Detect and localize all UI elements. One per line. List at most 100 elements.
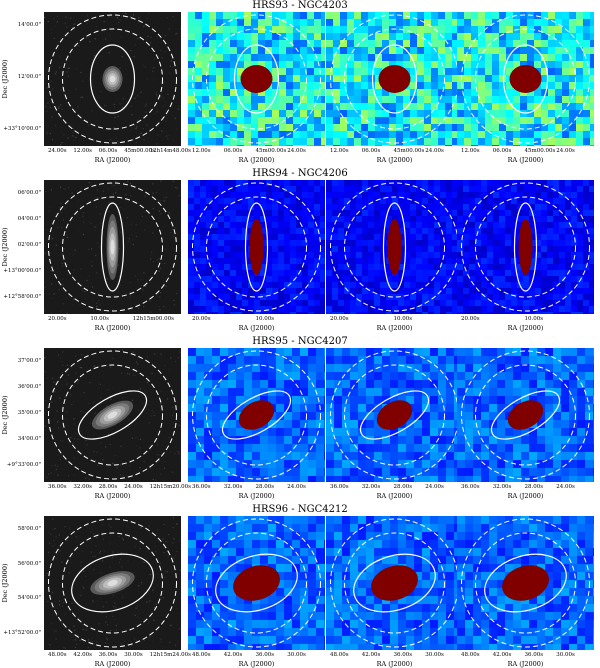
map-panel-3 (457, 516, 594, 650)
x-tick-label: 24.00s (556, 484, 575, 490)
x-tick-label: 10.00s (525, 316, 544, 322)
x-tick-label: 36.00s (394, 652, 413, 658)
x-tick-label: 12.00s (73, 148, 92, 154)
x-axis-label: RA (J2000) (217, 492, 297, 500)
x-tick-label: 45m00.00s (525, 148, 556, 154)
x-tick-label: 36.00s (525, 652, 544, 658)
x-axis-label: RA (J2000) (355, 156, 435, 164)
x-tick-label: 06.00s (362, 148, 381, 154)
map-panel-1 (188, 348, 325, 482)
x-tick-label: 24.00s (48, 148, 67, 154)
x-tick-label: 45m00.00s (256, 148, 287, 154)
x-tick-label: 48.00s (48, 652, 67, 658)
y-axis-label: Dec (J2000) (1, 385, 9, 445)
x-tick-label: 36.00s (330, 484, 349, 490)
optical-image-panel (44, 516, 181, 650)
x-tick-label: 28.00s (394, 484, 413, 490)
x-tick-label: 10.00s (394, 316, 413, 322)
x-axis-label: RA (J2000) (217, 156, 297, 164)
x-tick-label: 20.00s (461, 316, 480, 322)
y-tick-label: +33°10'00.0" (1, 126, 41, 132)
row-title: HRS96 - NGC4212 (0, 504, 600, 516)
x-tick-label: 32.00s (73, 484, 92, 490)
x-tick-label: 42.00s (73, 652, 92, 658)
y-tick-label: 06'00.0" (1, 190, 41, 196)
x-tick-label: 12h15m20.00s (150, 484, 191, 490)
x-tick-label: 24.00s (287, 484, 306, 490)
y-tick-label: +12°58'00.0" (1, 294, 41, 300)
x-axis-label: RA (J2000) (217, 660, 297, 668)
map-panel-3 (457, 348, 594, 482)
x-tick-label: 10.00s (90, 316, 109, 322)
x-tick-label: 32.00s (493, 484, 512, 490)
x-tick-label: 20.00s (48, 316, 67, 322)
x-tick-label: 12.00s (192, 148, 211, 154)
x-tick-label: 24.00s (425, 484, 444, 490)
row-title: HRS94 - NGC4206 (0, 168, 600, 180)
x-axis-label: RA (J2000) (486, 492, 566, 500)
x-tick-label: 30.00s (425, 652, 444, 658)
map-panel-2 (326, 516, 463, 650)
x-tick-label: 30.00s (556, 652, 575, 658)
y-axis-label: Dec (J2000) (1, 217, 9, 277)
map-panel-3 (457, 12, 594, 146)
map-panel-1 (188, 516, 325, 650)
x-axis-label: RA (J2000) (73, 492, 153, 500)
x-axis-label: RA (J2000) (355, 324, 435, 332)
x-tick-label: 24.00s (425, 148, 444, 154)
map-panel-1 (188, 180, 325, 314)
x-tick-label: 30.00s (287, 652, 306, 658)
x-tick-label: 30.00s (124, 652, 143, 658)
row-title: HRS93 - NGC4203 (0, 0, 600, 12)
optical-image-panel (44, 348, 181, 482)
y-tick-label: 37'00.0" (1, 358, 41, 364)
x-tick-label: 48.00s (330, 652, 349, 658)
x-tick-label: 24.00s (556, 148, 575, 154)
y-tick-label: 58'00.0" (1, 526, 41, 532)
map-panel-1 (188, 12, 325, 146)
y-tick-label: +9°33'00.0" (1, 462, 41, 468)
x-tick-label: 48.00s (192, 652, 211, 658)
x-tick-label: 20.00s (192, 316, 211, 322)
x-tick-label: 45m00.00s (394, 148, 425, 154)
x-tick-label: 12h15m00.00s (133, 316, 174, 322)
x-tick-label: 12h14m48.00s (150, 148, 191, 154)
x-axis-label: RA (J2000) (355, 492, 435, 500)
x-tick-label: 24.00s (124, 484, 143, 490)
x-tick-label: 06.00s (224, 148, 243, 154)
map-panel-2 (326, 180, 463, 314)
y-tick-label: 14'00.0" (1, 22, 41, 28)
y-axis-label: Dec (J2000) (1, 553, 9, 613)
optical-image-panel (44, 12, 181, 146)
optical-image-panel (44, 180, 181, 314)
x-tick-label: 42.00s (224, 652, 243, 658)
x-tick-label: 42.00s (362, 652, 381, 658)
map-panel-2 (326, 348, 463, 482)
x-tick-label: 32.00s (362, 484, 381, 490)
row-title: HRS95 - NGC4207 (0, 336, 600, 348)
x-tick-label: 32.00s (224, 484, 243, 490)
x-tick-label: 36.00s (99, 652, 118, 658)
x-tick-label: 28.00s (256, 484, 275, 490)
x-tick-label: 20.00s (330, 316, 349, 322)
x-axis-label: RA (J2000) (73, 156, 153, 164)
x-axis-label: RA (J2000) (486, 156, 566, 164)
x-tick-label: 36.00s (192, 484, 211, 490)
x-tick-label: 28.00s (99, 484, 118, 490)
x-tick-label: 28.00s (525, 484, 544, 490)
x-axis-label: RA (J2000) (486, 660, 566, 668)
x-axis-label: RA (J2000) (217, 324, 297, 332)
map-panel-2 (326, 12, 463, 146)
x-tick-label: 06.00s (99, 148, 118, 154)
y-axis-label: Dec (J2000) (1, 49, 9, 109)
x-tick-label: 10.00s (256, 316, 275, 322)
x-tick-label: 36.00s (48, 484, 67, 490)
x-axis-label: RA (J2000) (73, 660, 153, 668)
x-tick-label: 36.00s (461, 484, 480, 490)
x-tick-label: 48.00s (461, 652, 480, 658)
x-tick-label: 06.00s (493, 148, 512, 154)
